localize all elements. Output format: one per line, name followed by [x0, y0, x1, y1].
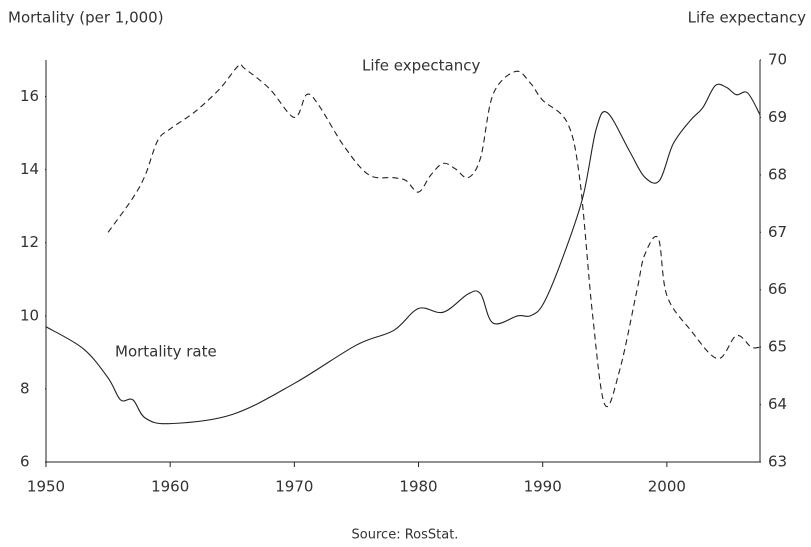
y2-tick-label: 67: [768, 223, 787, 241]
y-tick-label: 12: [20, 233, 39, 251]
annotation: Life expectancy: [362, 57, 480, 75]
x-tick-label: 1990: [524, 478, 562, 496]
x-tick-label: 1970: [275, 478, 313, 496]
series-line: [45, 83, 761, 425]
y2-tick-label: 69: [768, 108, 787, 126]
y2-tick-label: 63: [768, 453, 787, 471]
y2-tick-label: 64: [768, 395, 787, 413]
source: Source: RosStat.: [352, 528, 459, 543]
y-tick-label: 16: [20, 87, 39, 105]
y-tick-label: 8: [20, 379, 30, 397]
y-tick-label: 6: [20, 453, 30, 471]
x-tick-label: 1960: [151, 478, 189, 496]
y-axis-label: Mortality (per 1,000): [8, 9, 164, 27]
x-tick-label: 1980: [399, 478, 437, 496]
y-tick-label: 10: [20, 306, 39, 324]
y2-tick-label: 66: [768, 280, 787, 298]
y2-axis-label: Life expectancy: [688, 9, 806, 27]
annotation: Mortality rate: [115, 343, 217, 361]
y-tick-label: 14: [20, 160, 39, 178]
y2-tick-label: 70: [768, 51, 787, 69]
series-line: [107, 63, 761, 408]
x-tick-label: 2000: [648, 478, 686, 496]
y2-tick-label: 68: [768, 165, 787, 183]
x-tick-label: 1950: [27, 478, 65, 496]
y2-tick-label: 65: [768, 338, 787, 356]
